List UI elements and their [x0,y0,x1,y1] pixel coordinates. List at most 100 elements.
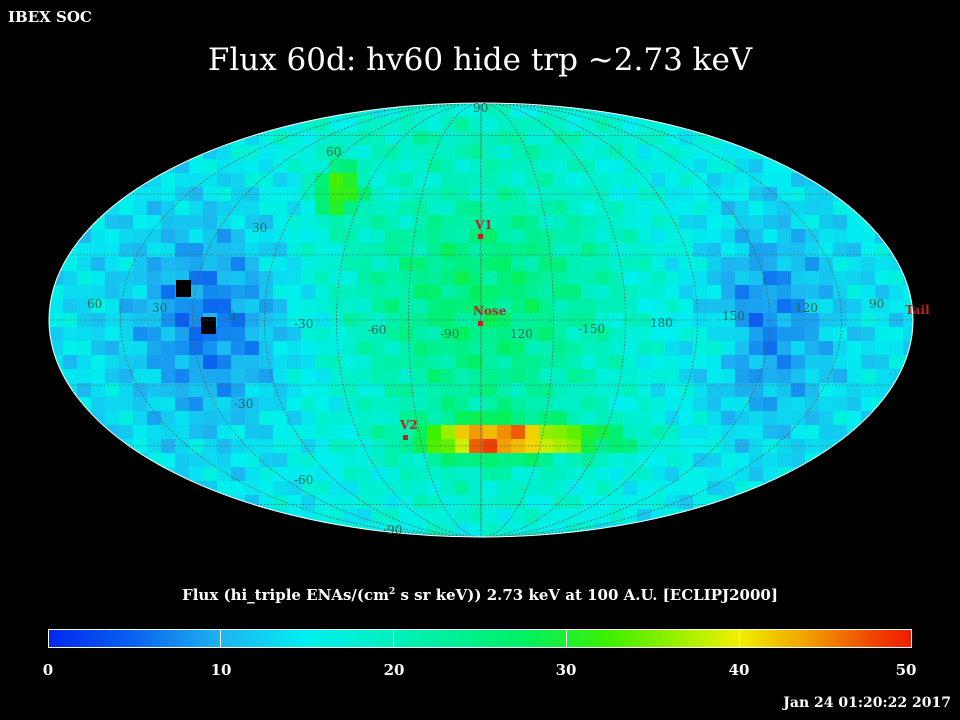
flux-pixel [581,117,595,131]
flux-pixel [679,411,693,425]
flux-pixel [259,285,273,299]
flux-pixel [595,467,609,481]
flux-pixel [301,425,315,439]
flux-pixel [147,355,161,369]
flux-pixel [651,453,665,467]
flux-pixel [217,397,231,411]
flux-pixel [707,327,721,341]
flux-pixel [861,299,875,313]
map-title: Flux 60d: hv60 hide trp ~2.73 keV [207,42,753,78]
flux-pixel [469,341,483,355]
flux-pixel [707,271,721,285]
flux-pixel [399,327,413,341]
flux-pixel [875,257,889,271]
flux-pixel [175,411,189,425]
flux-pixel [861,201,875,215]
v1-marker [478,234,483,239]
flux-pixel [749,425,763,439]
flux-pixel [735,327,749,341]
flux-pixel [161,383,175,397]
flux-pixel [553,257,567,271]
lon-label-m90: -90 [440,327,459,341]
flux-pixel [609,467,623,481]
flux-pixel [385,243,399,257]
flux-pixel [539,341,553,355]
flux-pixel [483,341,497,355]
flux-pixel [609,117,623,131]
flux-pixel [693,425,707,439]
flux-pixel [385,341,399,355]
flux-pixel [77,285,91,299]
flux-pixel [539,467,553,481]
flux-pixel [273,481,287,495]
flux-pixel [371,453,385,467]
flux-pixel [147,271,161,285]
flux-pixel [175,341,189,355]
flux-pixel [147,201,161,215]
flux-pixel [357,369,371,383]
flux-pixel [203,173,217,187]
flux-pixel [147,467,161,481]
flux-pixel [189,285,203,299]
flux-pixel [427,453,441,467]
flux-pixel [889,383,903,397]
flux-pixel [483,117,497,131]
flux-pixel [903,369,913,383]
flux-pixel [441,103,455,117]
flux-pixel [791,341,805,355]
flux-pixel [609,271,623,285]
flux-pixel [147,229,161,243]
flux-pixel [777,159,791,173]
flux-pixel [413,355,427,369]
flux-pixel [609,131,623,145]
flux-pixel [343,481,357,495]
flux-pixel [525,495,539,509]
flux-pixel [91,355,105,369]
flux-pixel [497,397,511,411]
flux-pixel [777,467,791,481]
flux-pixel [833,397,847,411]
flux-pixel [539,173,553,187]
flux-pixel [119,327,133,341]
flux-pixel [693,159,707,173]
flux-pixel [413,467,427,481]
flux-pixel [441,145,455,159]
flux-pixel [371,271,385,285]
flux-pixel [343,159,357,173]
flux-pixel [763,243,777,257]
flux-pixel [763,411,777,425]
flux-pixel [119,229,133,243]
flux-pixel [469,103,483,117]
flux-pixel [259,117,273,131]
flux-pixel [161,425,175,439]
flux-pixel [357,271,371,285]
flux-pixel [791,173,805,187]
flux-pixel [805,327,819,341]
flux-pixel [889,285,903,299]
flux-pixel [623,117,637,131]
flux-pixel [385,159,399,173]
flux-pixel [679,285,693,299]
flux-pixel [189,397,203,411]
flux-pixel [651,299,665,313]
flux-pixel [133,173,147,187]
flux-pixel [819,173,833,187]
flux-pixel [651,481,665,495]
flux-pixel [469,243,483,257]
flux-pixel [259,481,273,495]
flux-pixel [105,229,119,243]
flux-pixel [847,341,861,355]
flux-pixel [847,411,861,425]
flux-pixel [749,271,763,285]
flux-pixel [161,271,175,285]
flux-pixel [875,271,889,285]
flux-pixel [455,257,469,271]
flux-pixel [497,131,511,145]
flux-pixel [707,215,721,229]
flux-pixel [735,495,749,509]
caption-text-post: s sr keV)) 2.73 keV at 100 A.U. [ECLIPJ2… [395,586,778,604]
flux-pixel [875,411,889,425]
flux-pixel [665,159,679,173]
flux-pixel [455,103,469,117]
flux-pixel [385,355,399,369]
